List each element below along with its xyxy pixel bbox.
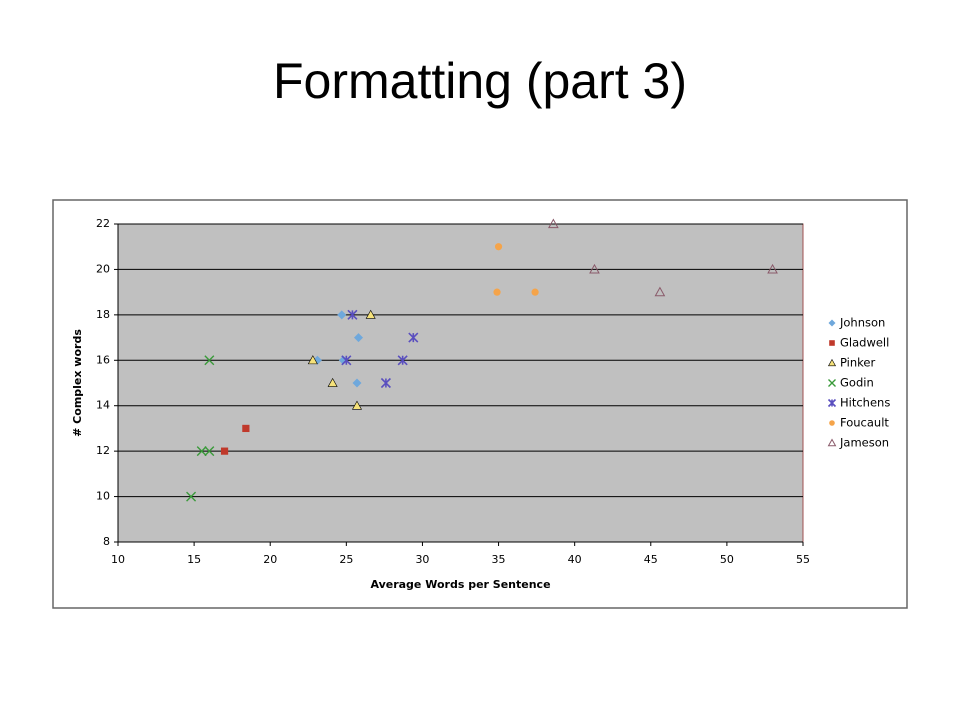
y-tick-label: 20 — [96, 262, 110, 275]
point — [220, 447, 229, 455]
point — [341, 355, 352, 366]
point — [589, 263, 600, 274]
point — [829, 420, 835, 426]
x-tick-label: 40 — [568, 553, 582, 566]
point — [337, 310, 347, 320]
point — [767, 263, 778, 274]
y-tick-label: 8 — [103, 535, 110, 548]
x-tick-label: 50 — [720, 553, 734, 566]
point — [827, 438, 837, 447]
point — [397, 355, 408, 366]
point — [548, 218, 559, 229]
point — [354, 333, 364, 343]
x-axis-title: Average Words per Sentence — [370, 578, 550, 591]
point — [365, 309, 376, 319]
legend-label: Hitchens — [840, 396, 890, 410]
point — [531, 288, 539, 296]
point — [242, 424, 250, 433]
x-tick-label: 15 — [187, 553, 201, 566]
x-tick-label: 55 — [796, 553, 810, 566]
point — [829, 340, 835, 346]
y-tick-label: 14 — [96, 399, 110, 412]
point — [380, 377, 391, 389]
point — [327, 377, 338, 387]
point — [828, 319, 836, 327]
point — [347, 309, 358, 320]
point — [204, 446, 215, 457]
x-tick-label: 20 — [263, 553, 277, 566]
y-tick-label: 18 — [96, 308, 110, 321]
point — [494, 243, 503, 251]
y-tick-label: 10 — [96, 490, 110, 503]
point — [351, 400, 362, 410]
x-tick-label: 45 — [644, 553, 658, 566]
point — [204, 355, 215, 366]
x-tick-label: 10 — [111, 553, 125, 566]
point — [196, 446, 207, 457]
point — [307, 355, 318, 365]
point — [827, 358, 837, 367]
point — [493, 288, 501, 296]
legend-label: Gladwell — [840, 336, 889, 350]
x-tick-label: 35 — [492, 553, 506, 566]
x-tick-label: 25 — [339, 553, 353, 566]
y-tick-label: 16 — [96, 353, 110, 366]
legend-label: Pinker — [840, 356, 875, 370]
slide-title: Formatting (part 3) — [272, 53, 687, 109]
legend-label: Johnson — [839, 316, 885, 330]
point — [186, 491, 197, 502]
point — [827, 398, 837, 408]
plot-area — [117, 223, 804, 543]
legend-label: Godin — [840, 376, 874, 390]
point — [828, 379, 836, 387]
legend-label: Jameson — [839, 436, 889, 450]
point — [654, 286, 666, 297]
legend-label: Foucault — [840, 416, 889, 430]
point — [408, 332, 419, 343]
y-tick-label: 22 — [96, 217, 110, 230]
point — [352, 378, 362, 388]
y-axis-title: # Complex words — [71, 329, 84, 437]
x-tick-label: 30 — [415, 553, 429, 566]
y-tick-label: 12 — [96, 444, 110, 457]
